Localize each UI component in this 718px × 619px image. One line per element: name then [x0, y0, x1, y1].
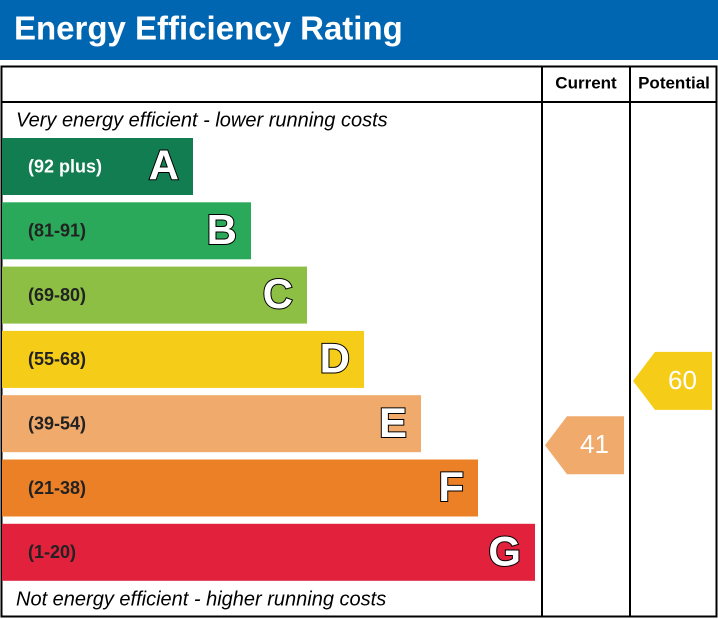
column-header: Potential — [638, 73, 710, 92]
band-bar — [2, 523, 535, 581]
band-bar — [2, 330, 364, 388]
band-letter: C — [263, 270, 293, 317]
band-range: (21-38) — [28, 478, 86, 498]
band-bar — [2, 266, 307, 324]
top-label: Very energy efficient - lower running co… — [16, 109, 388, 131]
band-bar — [2, 395, 421, 453]
band-bar — [2, 138, 193, 195]
bottom-label: Not energy efficient - higher running co… — [16, 588, 386, 610]
band-letter: E — [379, 399, 407, 446]
rating-arrow — [545, 416, 624, 475]
band-range: (81-91) — [28, 221, 86, 241]
band-letter: A — [149, 142, 179, 189]
header-bar — [0, 0, 718, 60]
band-letter: D — [320, 334, 350, 381]
rating-value: 41 — [580, 429, 609, 459]
band-bar — [2, 202, 251, 260]
rating-arrow — [633, 351, 712, 410]
band-range: (92 plus) — [28, 156, 102, 176]
frame — [0, 65, 718, 618]
column-header: Current — [555, 73, 617, 92]
title: Energy Efficiency Rating — [14, 10, 403, 47]
band-letter: G — [488, 527, 521, 574]
band-bar — [2, 459, 478, 517]
band-range: (55-68) — [28, 349, 86, 369]
rating-value: 60 — [668, 365, 697, 395]
band-range: (69-80) — [28, 285, 86, 305]
band-range: (39-54) — [28, 413, 86, 433]
band-range: (1-20) — [28, 542, 76, 562]
band-letter: B — [207, 206, 237, 253]
band-letter: F — [438, 463, 464, 510]
